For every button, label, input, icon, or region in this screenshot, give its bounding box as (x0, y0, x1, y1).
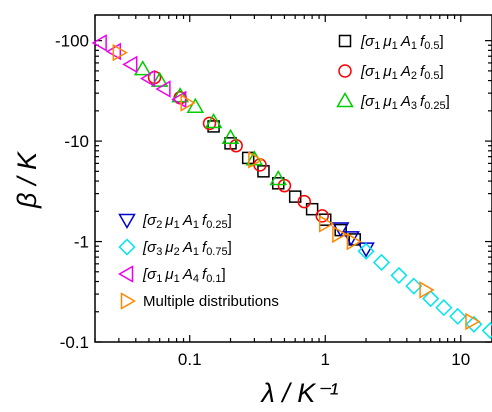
data-point-triangle-right (318, 215, 335, 233)
data-point-circle (202, 116, 217, 131)
data-point-triangle-right (419, 281, 435, 299)
data-point-triangle-right (332, 225, 348, 244)
data-point-triangle-up (133, 60, 152, 76)
data-point-square (272, 177, 285, 190)
legend-marker-diamond (118, 238, 136, 256)
legend-upper: [σ1 μ1 A1 f0.5] [σ1 μ1 A2 f0.5] [σ1 μ1 A3 … (336, 33, 450, 112)
legend-entry-label: [σ1 μ1 A1 f0.5] (360, 33, 444, 52)
data-point-diamond (405, 277, 423, 295)
data-point-diamond (481, 321, 492, 340)
data-point-diamond (422, 290, 440, 308)
data-point-triangle-up (269, 169, 288, 186)
legend-entry-label: [σ2 μ1 A1 f0.25] (142, 212, 232, 231)
legend-marker-triangle-right (120, 292, 137, 310)
legend-entry-label: [σ1 μ1 A4 f0.1] (142, 266, 226, 285)
data-point-circle (277, 178, 292, 193)
x-axis-title: λ / K⁻¹ (259, 378, 338, 408)
x-tick-label: 1 (321, 350, 330, 369)
legend-marker-triangle-down (118, 213, 136, 230)
y-tick-label: -1 (74, 233, 89, 252)
data-point-square (257, 165, 270, 178)
data-point-triangle-left (139, 69, 156, 88)
data-points (91, 34, 492, 340)
data-point-square (305, 202, 319, 216)
plot-frame (94, 14, 492, 343)
legend-marker-circle (338, 64, 352, 78)
data-point-triangle-left (155, 80, 171, 98)
axis-ticks (94, 15, 492, 343)
x-tick-label: 0.1 (178, 350, 202, 369)
data-point-triangle-right (465, 312, 481, 331)
y-tick-label: -100 (55, 32, 89, 51)
y-axis-title: β / K (12, 151, 42, 209)
data-point-triangle-right (346, 232, 362, 251)
data-point-triangle-left (171, 90, 187, 109)
legend-lower: [σ2 μ1 A1 f0.25] [σ3 μ2 A1 f0.75] [σ1 μ1 A… (117, 212, 279, 310)
legend-entry-label: [σ3 μ2 A1 f0.75] (142, 239, 232, 258)
data-point-triangle-up (204, 112, 223, 129)
y-tick-label: -0.1 (60, 333, 89, 352)
legend-entry-label: [σ1 μ1 A3 f0.25] (360, 93, 450, 112)
data-point-circle (297, 194, 312, 209)
data-point-diamond (449, 307, 467, 325)
legend-entry-label: Multiple distributions (143, 293, 279, 310)
data-point-diamond (435, 299, 453, 317)
data-point-square (207, 120, 220, 133)
data-point-circle (315, 209, 329, 223)
data-point-triangle-up (186, 97, 205, 113)
data-point-triangle-right (112, 43, 128, 62)
data-point-diamond (390, 266, 408, 284)
y-tick-label: -10 (64, 132, 89, 151)
data-point-triangle-up (171, 87, 189, 103)
data-point-triangle-up (150, 71, 169, 87)
data-point-triangle-left (91, 34, 107, 52)
tick-labels: 0.1 1 10 -100 -10 -1 -0.1 (55, 32, 470, 369)
data-point-diamond (372, 253, 391, 271)
legend-marker-triangle-left (117, 265, 134, 283)
legend-marker-triangle-up (336, 91, 354, 108)
data-point-triangle-up (221, 128, 240, 144)
data-point-triangle-left (122, 55, 138, 74)
legend-marker-square (338, 34, 352, 48)
data-point-triangle-right (180, 94, 196, 112)
data-point-triangle-right (248, 151, 264, 169)
legend-entry-label: [σ1 μ1 A2 f0.5] (360, 63, 444, 82)
x-tick-label: 10 (451, 350, 470, 369)
data-point-diamond (357, 242, 375, 260)
